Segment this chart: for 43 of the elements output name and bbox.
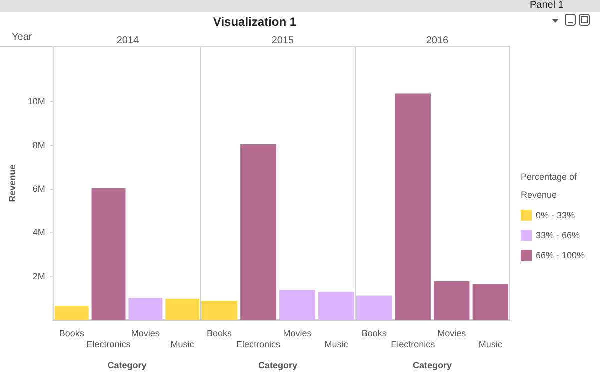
chart-title: 2014 [116,36,140,46]
bar [92,188,126,320]
legend-label: 66% - 100% [536,250,586,260]
x-tick-label: Books [362,328,388,338]
bar [166,299,200,320]
x-tick-label: Movies [131,328,160,338]
x-tick-label: Electronics [236,340,282,350]
y-tick-label: 2M [32,271,46,282]
bar [128,298,163,320]
bar [318,292,354,320]
bar [240,144,276,320]
text: Year [12,32,32,43]
y-tick-label: 4M [32,228,46,238]
bar [280,290,316,320]
bar [434,281,470,320]
x-axis-title: Category [108,360,147,370]
x-axis-title: Category [258,360,298,370]
x-tick-label: Books [59,328,85,338]
x-tick-label: Electronics [391,340,436,350]
y-tick-label: 10M [28,96,46,107]
bar [202,301,238,320]
text: Visualization 1 [212,15,298,29]
bar [472,284,508,320]
y-tick-label: 6M [32,184,46,194]
text: Panel 1 [530,0,564,11]
bar [395,94,431,320]
legend-label: 33% - 66% [536,230,580,240]
legend-label: 0% - 33% [536,210,576,220]
legend-title: Percentage of Revenue [521,172,580,200]
bar [54,306,89,320]
x-tick-label: Music [478,340,503,350]
x-tick-label: Books [206,328,233,338]
y-tick-label: 8M [32,140,46,150]
x-tick-label: Electronics [86,340,132,350]
bar [356,296,392,320]
x-tick-label: Movies [283,328,312,338]
x-tick-label: Movies [438,328,467,338]
chart-title: 2015 [272,36,295,46]
x-tick-label: Music [170,340,195,350]
x-axis-title: Category [412,360,452,370]
x-tick-label: Music [324,340,349,350]
y-axis-title: Revenue [8,164,18,202]
chart-title: 2016 [426,36,450,46]
